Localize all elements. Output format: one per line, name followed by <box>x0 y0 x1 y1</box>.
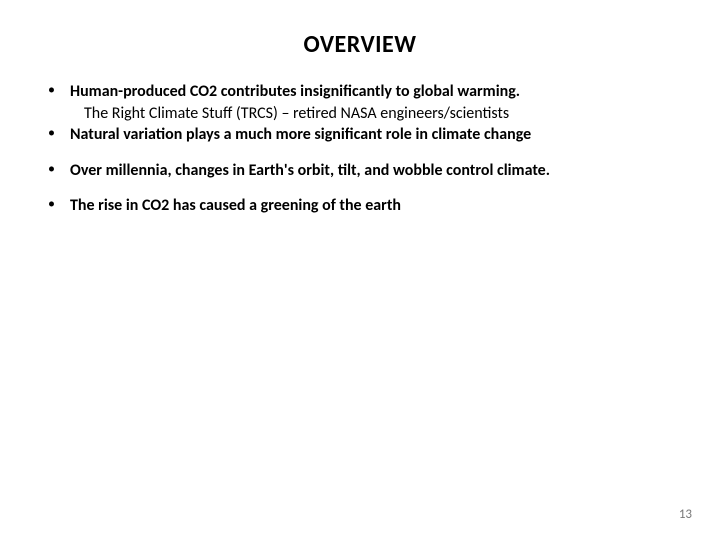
bullet-item: The rise in CO2 has caused a greening of… <box>70 195 690 217</box>
slide: OVERVIEW Human-produced CO2 contributes … <box>0 0 720 540</box>
slide-title: OVERVIEW <box>30 30 690 59</box>
page-number: 13 <box>679 507 692 522</box>
bullet-item: Human-produced CO2 contributes insignifi… <box>70 81 690 124</box>
bullet-text: Human-produced CO2 contributes insignifi… <box>70 82 520 101</box>
bullet-text: Over millennia, changes in Earth's orbit… <box>70 161 550 180</box>
bullet-subtext: The Right Climate Stuff (TRCS) – retired… <box>84 103 690 125</box>
bullet-item: Over millennia, changes in Earth's orbit… <box>70 160 690 182</box>
bullet-item: Natural variation plays a much more sign… <box>70 124 690 146</box>
bullet-text: Natural variation plays a much more sign… <box>70 125 531 144</box>
bullet-text: The rise in CO2 has caused a greening of… <box>70 196 401 215</box>
bullet-list: Human-produced CO2 contributes insignifi… <box>30 81 690 217</box>
